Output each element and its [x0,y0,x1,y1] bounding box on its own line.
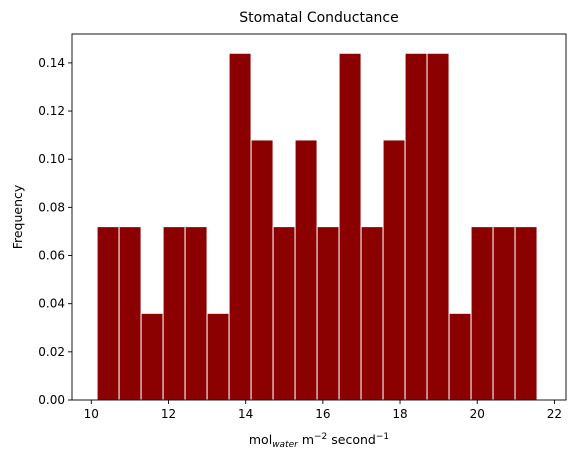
histogram-bar [184,226,208,401]
histogram-bar [228,52,252,401]
bars-group [96,52,538,401]
y-tick-label: 0.10 [38,152,65,166]
plot-frame [71,33,567,401]
x-axis-label-base: mol [249,432,272,447]
histogram-bar [448,312,472,401]
histogram-bar [162,226,186,401]
histogram-bar [470,226,494,401]
y-tick-label: 0.02 [38,345,65,359]
y-tick-label: 0.08 [38,200,65,214]
y-tick-label: 0.06 [38,249,65,263]
histogram-bar [360,226,384,401]
x-axis-label-subscript: water [272,440,299,450]
histogram-bar [140,312,164,401]
histogram-bar [272,226,296,401]
histogram-bar [250,139,274,401]
y-axis-ticks: 0.00 0.02 0.04 0.06 0.08 0.10 0.12 0.14 [38,56,72,407]
x-tick-label: 22 [547,407,562,421]
x-tick-label: 20 [470,407,485,421]
histogram-bar [404,52,428,401]
x-axis-label: molwater m−2 second−1 [249,432,389,450]
histogram-bar [206,312,230,401]
y-tick-label: 0.04 [38,297,65,311]
x-tick-label: 18 [392,407,407,421]
x-axis-ticks: 10 12 14 16 18 20 22 [84,400,562,421]
x-axis-label-superscript-1: −2 [314,432,327,442]
histogram-bar [426,52,450,401]
y-tick-label: 0.00 [38,393,65,407]
x-tick-label: 14 [238,407,253,421]
y-axis-label: Frequency [10,184,25,249]
histogram-bar [338,52,362,401]
histogram-bar [316,226,340,401]
histogram-bar [492,226,516,401]
x-axis-label-tail: second [327,432,376,447]
x-axis-label-superscript-2: −1 [376,432,389,442]
histogram-bar [514,226,538,401]
chart-title: Stomatal Conductance [239,10,399,26]
x-tick-label: 16 [315,407,330,421]
histogram-bar [96,226,120,401]
histogram-bar [294,139,318,401]
histogram-bar [118,226,142,401]
histogram-bar [382,139,406,401]
x-tick-label: 12 [161,407,176,421]
y-tick-label: 0.12 [38,104,65,118]
x-axis-label-middle: m [298,432,314,447]
y-tick-label: 0.14 [38,56,65,70]
x-tick-label: 10 [84,407,99,421]
